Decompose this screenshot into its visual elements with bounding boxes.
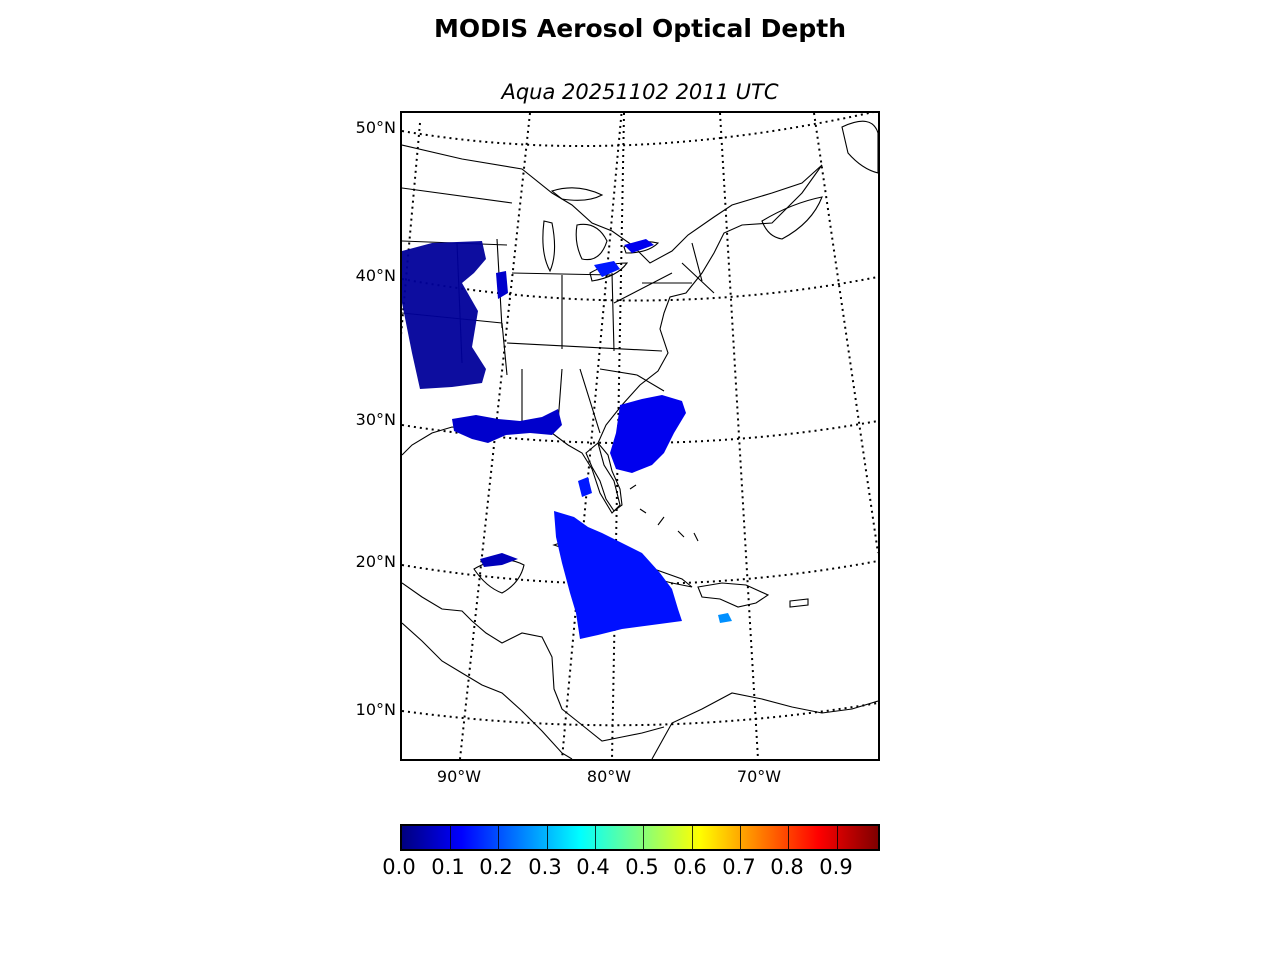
lat-label-30: 30°N xyxy=(355,410,396,429)
aod-swaths xyxy=(402,239,732,639)
lon-label-90w: 90°W xyxy=(436,767,482,786)
lake-huron xyxy=(575,223,608,261)
lat-label-50: 50°N xyxy=(355,118,396,137)
colorbar-tick xyxy=(547,826,548,851)
lon-line-70 xyxy=(813,113,878,554)
south-america-coast xyxy=(651,692,878,759)
aod-yucatan xyxy=(480,553,518,567)
map-svg xyxy=(402,113,878,759)
colorbar-label-0-4: 0.4 xyxy=(576,855,610,879)
page-title: MODIS Aerosol Optical Depth xyxy=(433,14,846,43)
aod-lake-erie xyxy=(594,261,620,277)
map-frame xyxy=(400,111,880,761)
aod-ga-coast xyxy=(610,395,686,473)
colorbar-tick xyxy=(498,826,499,851)
florida xyxy=(585,442,623,512)
colorbar-tick xyxy=(788,826,789,851)
puerto-rico xyxy=(789,598,809,608)
lat-label-20: 20°N xyxy=(355,552,396,571)
lat-line-10 xyxy=(402,702,878,727)
aod-midwest-patch xyxy=(496,271,508,299)
colorbar-label-0-7: 0.7 xyxy=(722,855,756,879)
central-america xyxy=(402,622,573,759)
aod-caribbean xyxy=(554,511,682,639)
lon-label-80w: 80°W xyxy=(586,767,632,786)
aod-canada-lakes xyxy=(624,239,654,253)
colorbar-tick xyxy=(692,826,693,851)
bahamas xyxy=(629,484,699,542)
east-coast xyxy=(567,164,823,514)
colorbar-tick xyxy=(450,826,451,851)
mexico-gulf xyxy=(402,582,665,742)
newfoundland xyxy=(841,120,878,174)
lon-line-85 xyxy=(561,113,623,759)
hispaniola xyxy=(697,582,770,608)
aod-gulf xyxy=(452,409,562,443)
colorbar-tick xyxy=(837,826,838,851)
colorbar-label-0-2: 0.2 xyxy=(479,855,513,879)
lat-line-50 xyxy=(402,113,874,148)
aod-hispaniola-south xyxy=(718,613,732,623)
nova-scotia xyxy=(761,196,823,240)
lake-michigan xyxy=(542,220,556,273)
colorbar-label-0-9: 0.9 xyxy=(819,855,853,879)
colorbar xyxy=(400,824,880,851)
colorbar-tick xyxy=(643,826,644,851)
colorbar-label-0-0: 0.0 xyxy=(382,855,416,879)
us-canada-border xyxy=(402,144,823,264)
colorbar-label-0-1: 0.1 xyxy=(431,855,465,879)
lake-superior xyxy=(550,187,604,201)
lat-label-40: 40°N xyxy=(355,266,396,285)
colorbar-label-0-8: 0.8 xyxy=(770,855,804,879)
aod-midwest xyxy=(402,241,486,389)
lat-label-10: 10°N xyxy=(355,700,396,719)
map-subtitle: Aqua 20251102 2011 UTC xyxy=(501,80,779,104)
colorbar-tick xyxy=(740,826,741,851)
colorbar-tick xyxy=(595,826,596,851)
colorbar-label-0-6: 0.6 xyxy=(673,855,707,879)
lon-line-75 xyxy=(719,113,759,759)
aod-florida-patch xyxy=(578,477,592,497)
colorbar-label-0-3: 0.3 xyxy=(528,855,562,879)
lat-line-40 xyxy=(402,276,878,302)
colorbar-label-0-5: 0.5 xyxy=(625,855,659,879)
lon-label-70w: 70°W xyxy=(736,767,782,786)
